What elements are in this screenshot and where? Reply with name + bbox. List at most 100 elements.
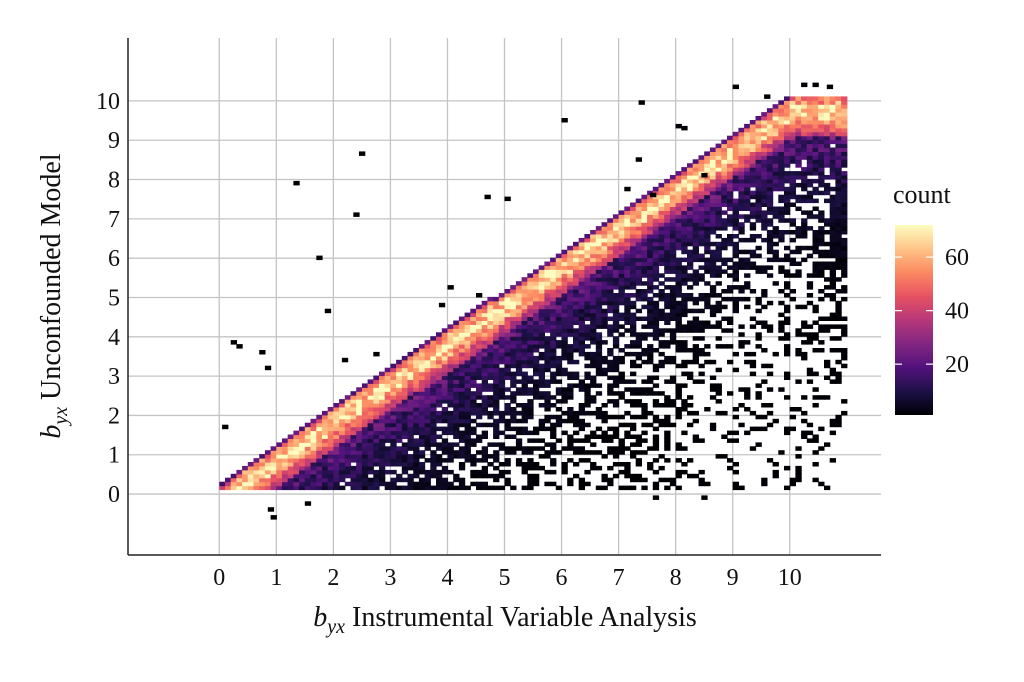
heatmap-cell <box>561 289 568 294</box>
heatmap-cell <box>635 277 642 282</box>
heatmap-cell <box>344 422 352 428</box>
heatmap-cell <box>647 234 654 239</box>
heatmap-cell <box>692 281 699 286</box>
heatmap-cell <box>681 462 688 467</box>
heatmap-cell <box>544 308 551 314</box>
heatmap-cell <box>641 206 648 211</box>
heatmap-cell <box>493 430 500 436</box>
heatmap-cell <box>567 391 574 396</box>
heatmap-cell <box>612 379 620 384</box>
heatmap-cell <box>607 348 614 353</box>
heatmap-cell <box>401 434 409 439</box>
heatmap-cell <box>841 348 848 353</box>
heatmap-cell <box>361 446 369 451</box>
heatmap-cell <box>806 139 814 145</box>
heatmap-cell <box>664 359 671 365</box>
heatmap-cell <box>573 320 580 325</box>
heatmap-cell <box>418 454 426 459</box>
heatmap-cell <box>841 245 848 251</box>
heatmap-cell <box>276 465 283 471</box>
heatmap-cell <box>795 112 802 117</box>
heatmap-cell <box>430 450 437 455</box>
heatmap-cell <box>304 458 312 463</box>
heatmap-cell <box>721 316 728 321</box>
heatmap-cell <box>544 348 551 353</box>
heatmap-cell <box>544 336 551 341</box>
heatmap-cell <box>755 202 762 207</box>
heatmap-cell <box>727 175 734 180</box>
heatmap-cell <box>715 269 722 274</box>
heatmap-cell <box>384 407 391 412</box>
heatmap-cell <box>755 151 762 156</box>
heatmap-cell <box>481 379 488 384</box>
heatmap-cell <box>464 407 471 412</box>
heatmap-cell <box>453 422 460 428</box>
heatmap-cell <box>732 249 739 255</box>
heatmap-cell <box>669 210 677 215</box>
heatmap-cell <box>493 312 500 318</box>
heatmap-cell <box>835 210 842 215</box>
heatmap-cell <box>732 202 739 207</box>
heatmap-cell <box>470 379 477 384</box>
heatmap-cell <box>350 465 357 471</box>
heatmap-cell <box>270 469 277 475</box>
heatmap-cell <box>487 383 494 388</box>
heatmap-cell <box>424 434 431 439</box>
heatmap-cell <box>373 446 380 451</box>
heatmap-cell <box>727 289 734 294</box>
heatmap-cell <box>476 293 483 298</box>
heatmap-cell <box>835 222 842 227</box>
heatmap-cell <box>550 344 557 349</box>
heatmap-cell <box>436 477 443 483</box>
heatmap-cell <box>647 316 654 321</box>
heatmap-cell <box>612 450 620 455</box>
heatmap-cell <box>738 261 745 266</box>
heatmap-cell <box>812 167 819 172</box>
heatmap-cell <box>418 438 426 443</box>
heatmap-cell <box>675 328 682 333</box>
heatmap-cell <box>744 155 751 160</box>
heatmap-cell <box>595 277 603 282</box>
heatmap-cell <box>430 387 437 392</box>
heatmap-cell <box>766 458 774 463</box>
heatmap-cell <box>493 300 500 306</box>
heatmap-cell <box>453 324 460 329</box>
heatmap-cell <box>533 277 540 282</box>
heatmap-cell <box>829 265 836 270</box>
heatmap-cell <box>789 477 796 483</box>
heatmap-cell <box>709 285 717 290</box>
heatmap-cell <box>464 383 471 388</box>
heatmap-cell <box>652 426 660 432</box>
heatmap-cell <box>396 477 403 483</box>
heatmap-cell <box>447 391 454 396</box>
heatmap-cell <box>550 462 557 467</box>
heatmap-cell <box>550 434 557 439</box>
heatmap-cell <box>824 485 831 491</box>
heatmap-cell <box>806 167 814 172</box>
heatmap-cell <box>687 186 694 192</box>
heatmap-cell <box>755 300 762 306</box>
heatmap-cell <box>567 324 574 329</box>
heatmap-cell <box>784 395 791 400</box>
heatmap-cell <box>801 82 808 88</box>
heatmap-cell <box>698 481 705 487</box>
heatmap-cell <box>464 387 471 392</box>
heatmap-cell <box>692 175 699 180</box>
heatmap-cell <box>692 273 699 278</box>
heatmap-cell <box>687 403 694 408</box>
heatmap-cell <box>778 336 785 341</box>
heatmap-cell <box>681 202 688 207</box>
heatmap-cell <box>761 163 768 168</box>
heatmap-cell <box>401 465 409 471</box>
heatmap-cell <box>709 289 717 294</box>
heatmap-cell <box>772 473 779 479</box>
heatmap-cell <box>681 328 688 333</box>
heatmap-cell <box>841 131 848 137</box>
heatmap-cell <box>812 332 819 337</box>
heatmap-cell <box>698 214 705 219</box>
heatmap-cell <box>413 430 420 436</box>
heatmap-cell <box>784 348 791 353</box>
heatmap-cell <box>407 387 414 392</box>
heatmap-cell <box>521 465 528 471</box>
heatmap-cell <box>521 359 528 365</box>
